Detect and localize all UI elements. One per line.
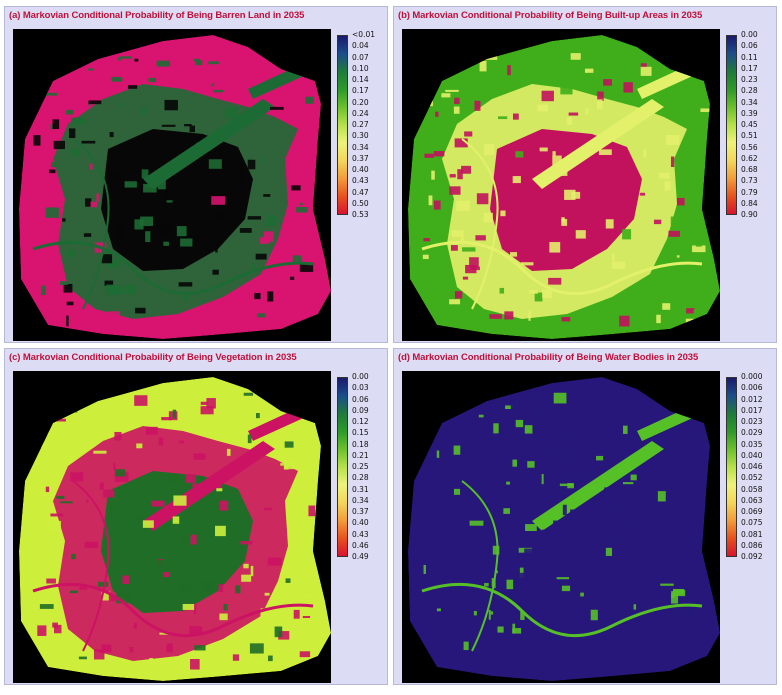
panel-water-bodies: (d) Markovian Conditional Probability of…: [393, 348, 777, 685]
legend-tick-label: 0.73: [741, 176, 758, 186]
legend-tick-label: 0.27: [352, 120, 369, 129]
legend-tick-label: 0.00: [741, 30, 758, 39]
legend-tick-label: 0.18: [352, 439, 369, 449]
legend-tick-label: 0.40: [352, 518, 369, 528]
legend-tick-label: 0.30: [352, 131, 369, 141]
legend-tick-label: 0.34: [741, 97, 758, 107]
legend-tick-label: 0.03: [352, 383, 369, 393]
legend-tick-label: 0.53: [352, 210, 369, 219]
legend-tick-label: 0.62: [741, 153, 758, 163]
legend-tick-label: 0.052: [741, 473, 763, 483]
legend-tick-label: 0.45: [741, 120, 758, 129]
legend-tick-label: 0.06: [352, 394, 369, 404]
legend-tick-label: 0.43: [352, 529, 369, 539]
legend-tick-label: 0.25: [352, 462, 369, 471]
legend-tick-label: 0.40: [352, 165, 369, 174]
probability-map: [402, 371, 720, 683]
legend-tick-label: 0.90: [741, 210, 758, 219]
panel-vegetation: (c) Markovian Conditional Probability of…: [4, 348, 388, 685]
panel-title: (a) Markovian Conditional Probability of…: [9, 10, 305, 21]
probability-map: [13, 371, 331, 683]
legend-tick-label: 0.15: [352, 428, 369, 438]
legend-tick-label: 0.086: [741, 540, 763, 550]
legend-tick-label: 0.34: [352, 495, 369, 505]
legend-tick-label: 0.081: [741, 529, 763, 539]
legend-tick-label: 0.029: [741, 428, 763, 438]
legend-tick-label: 0.43: [352, 176, 369, 186]
legend-tick-label: 0.023: [741, 417, 763, 426]
color-legend: <0.01 0.04 0.07 0.10 0.14 0.17 0.20 0.24 0.27 0.3…: [337, 30, 385, 219]
legend-tick-label: 0.51: [741, 131, 758, 141]
legend-tick-label: 0.79: [741, 187, 758, 197]
legend-tick-label: 0.069: [741, 507, 763, 516]
legend-tick-label: 0.50: [352, 198, 369, 208]
legend-tick-label: 0.23: [741, 75, 758, 84]
legend-tick-label: 0.37: [352, 153, 369, 163]
legend-color-bar: [726, 35, 737, 215]
legend-tick-label: 0.49: [352, 552, 369, 561]
legend-tick-label: 0.075: [741, 518, 763, 528]
legend-tick-label: 0.006: [741, 383, 763, 393]
legend-tick-label: 0.28: [352, 473, 369, 483]
legend-tick-label: 0.21: [352, 450, 369, 460]
panel-title: (c) Markovian Conditional Probability of…: [9, 352, 297, 363]
probability-map: [402, 29, 720, 341]
legend-tick-label: 0.046: [741, 462, 763, 471]
legend-tick-label: 0.47: [352, 187, 369, 197]
legend-tick-label: 0.17: [741, 63, 758, 73]
color-legend: 0.00 0.06 0.11 0.17 0.23 0.28 0.34 0.39 0.45 0.51…: [726, 30, 774, 219]
legend-tick-label: 0.31: [352, 484, 369, 494]
panel-built-up-areas: (b) Markovian Conditional Probability of…: [393, 6, 777, 343]
legend-color-bar: [337, 35, 348, 215]
legend-tick-label: 0.17: [352, 86, 369, 96]
legend-tick-label: 0.063: [741, 495, 763, 505]
legend-tick-label: 0.06: [741, 41, 758, 51]
legend-tick-label: 0.46: [352, 540, 369, 550]
legend-tick-label: 0.11: [741, 52, 758, 62]
legend-tick-label: 0.035: [741, 439, 763, 449]
legend-tick-label: 0.14: [352, 75, 369, 84]
legend-tick-label: 0.24: [352, 108, 369, 118]
legend-tick-label: 0.09: [352, 405, 369, 415]
legend-tick-label: 0.00: [352, 372, 369, 381]
legend-color-bar: [337, 377, 348, 557]
legend-tick-label: 0.84: [741, 198, 758, 208]
legend-tick-label: 0.000: [741, 372, 763, 381]
legend-tick-label: 0.092: [741, 552, 763, 561]
panel-barren-land: (a) Markovian Conditional Probability of…: [4, 6, 388, 343]
legend-tick-label: <0.01: [352, 30, 375, 39]
legend-tick-label: 0.20: [352, 97, 369, 107]
legend-tick-label: 0.012: [741, 394, 763, 404]
probability-map: [13, 29, 331, 341]
legend-tick-label: 0.017: [741, 405, 763, 415]
legend-tick-label: 0.28: [741, 86, 758, 96]
legend-tick-label: 0.040: [741, 450, 763, 460]
legend-tick-label: 0.39: [741, 108, 758, 118]
legend-tick-label: 0.12: [352, 417, 369, 426]
legend-tick-label: 0.37: [352, 507, 369, 516]
panel-title: (d) Markovian Conditional Probability of…: [398, 352, 699, 363]
color-legend: 0.000 0.006 0.012 0.017 0.023 0.029 0.035 0.040…: [726, 372, 774, 561]
legend-color-bar: [726, 377, 737, 557]
legend-tick-label: 0.058: [741, 484, 763, 494]
color-legend: 0.00 0.03 0.06 0.09 0.12 0.15 0.18 0.21 0.25 0.28…: [337, 372, 385, 561]
legend-tick-label: 0.68: [741, 165, 758, 174]
legend-tick-label: 0.56: [741, 142, 758, 152]
legend-tick-label: 0.34: [352, 142, 369, 152]
legend-tick-label: 0.07: [352, 52, 369, 62]
legend-tick-label: 0.10: [352, 63, 369, 73]
panel-title: (b) Markovian Conditional Probability of…: [398, 10, 703, 21]
legend-tick-label: 0.04: [352, 41, 369, 51]
